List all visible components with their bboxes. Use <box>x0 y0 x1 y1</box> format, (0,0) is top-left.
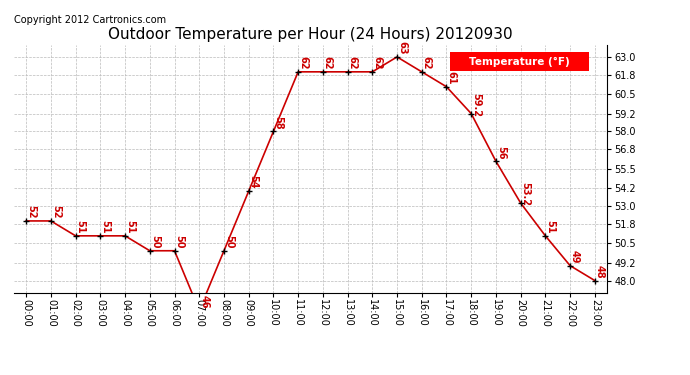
Title: Outdoor Temperature per Hour (24 Hours) 20120930: Outdoor Temperature per Hour (24 Hours) … <box>108 27 513 42</box>
Text: 46: 46 <box>199 295 209 308</box>
Text: 63: 63 <box>397 41 407 55</box>
Text: 62: 62 <box>323 56 333 70</box>
Text: 62: 62 <box>348 56 357 70</box>
Text: 53.2: 53.2 <box>521 182 531 206</box>
Text: 59.2: 59.2 <box>471 93 481 117</box>
Text: 62: 62 <box>422 56 432 70</box>
Text: 52: 52 <box>51 205 61 219</box>
Text: 49: 49 <box>570 250 580 264</box>
Text: 51: 51 <box>76 220 86 234</box>
Text: 58: 58 <box>273 116 284 129</box>
Text: 62: 62 <box>373 56 382 70</box>
Text: 50: 50 <box>224 235 234 249</box>
Text: 50: 50 <box>175 235 184 249</box>
Text: 51: 51 <box>125 220 135 234</box>
Text: 50: 50 <box>150 235 160 249</box>
Text: 52: 52 <box>26 205 36 219</box>
Text: 56: 56 <box>496 146 506 159</box>
Text: 48: 48 <box>595 265 605 279</box>
Text: 54: 54 <box>248 176 259 189</box>
Text: 51: 51 <box>545 220 555 234</box>
Text: Copyright 2012 Cartronics.com: Copyright 2012 Cartronics.com <box>14 15 166 25</box>
Text: 61: 61 <box>446 71 457 84</box>
Text: 51: 51 <box>100 220 110 234</box>
Text: 62: 62 <box>298 56 308 70</box>
